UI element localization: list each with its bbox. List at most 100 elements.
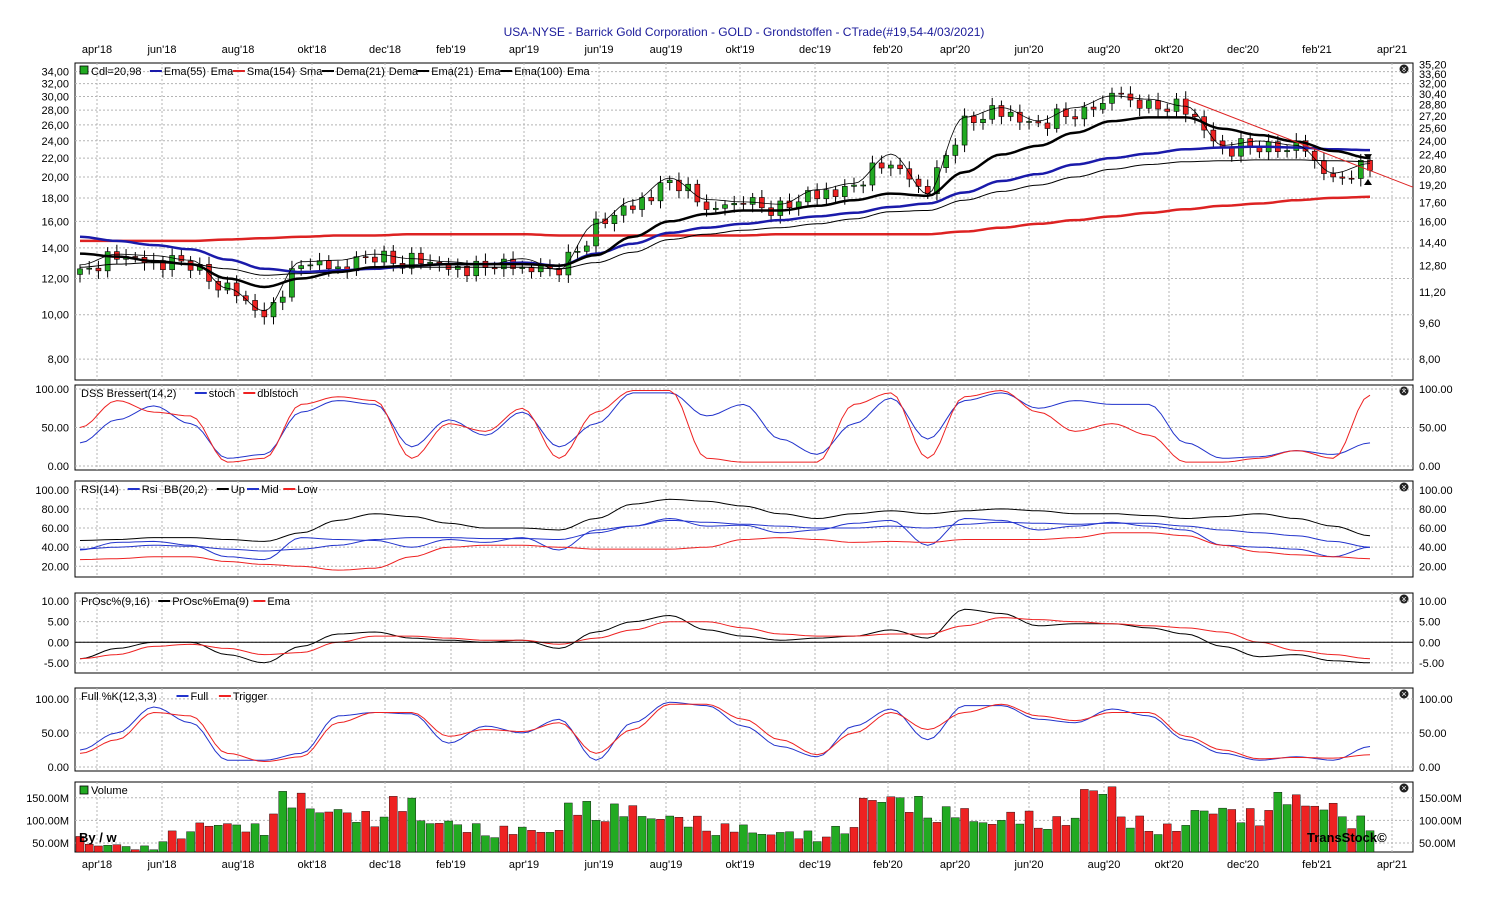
volume-bar [720,823,730,853]
candle [104,251,111,272]
candle [1053,108,1060,129]
panel-close-icon [1399,386,1409,396]
panel-close-icon [1399,689,1409,699]
volume-bar [508,834,518,853]
candle [77,268,83,275]
volume-bar [554,830,564,853]
panel-close-glyph: × [1401,386,1406,396]
candle [657,182,664,202]
volume-bar [1126,827,1135,853]
time-label-bottom: dec'20 [1227,859,1259,871]
time-label-bottom: okt'19 [725,859,754,871]
volume-bar [1236,822,1246,853]
volume-bar [729,831,739,853]
candle [1339,176,1346,179]
volume-bar [213,824,223,853]
tick-right: 0.00 [1419,461,1440,473]
candle [980,118,986,124]
tick-right: 40.00 [1419,542,1447,554]
candle [961,115,968,146]
price-tick-left: 24,00 [41,136,69,148]
tick-left: -5.00 [44,658,69,670]
candle [418,252,424,264]
volume-bar [951,817,960,853]
volume-bar [361,811,370,853]
candle [823,189,830,200]
price-tick-right: 33,60 [1419,69,1447,81]
volume-bar [75,836,85,853]
price-tick-left: 34,00 [41,67,69,79]
resistance-line [1185,98,1414,188]
volume-bar [803,830,813,853]
candle [362,256,369,258]
volume-bar [766,834,776,853]
volume-bar [1181,825,1190,853]
candle [1330,173,1336,178]
dema21-line [79,95,1371,312]
candle [694,183,701,203]
series-stoch-line [79,392,1371,459]
series-mid-line [79,519,1371,552]
candle [611,214,618,224]
volume-note: By / w [79,830,117,845]
volume-bar [112,844,122,853]
price-tick-left: 12,00 [41,274,69,286]
volume-bar [987,824,997,853]
time-label-bottom: okt'18 [297,859,326,871]
rsi-panel: × 100.00 100.00 80.00 80.00 60.00 60.00 40.00 40… [35,480,1453,578]
legend-item: Mid [261,484,279,496]
volume-bar [739,824,748,853]
volume-panel: × 150.00M 150.00M 100.00M 100.00M 50.00M 50.00… [26,781,1462,853]
volume-bar [352,822,361,853]
price-tick-left: 32,00 [41,79,69,91]
candle [279,296,286,303]
volume-bar [296,792,306,853]
volume-bar [131,849,140,853]
volume-bar [628,805,638,853]
candle [1081,106,1088,120]
legend-item: Trigger [233,691,268,703]
chart-title: USA-NYSE - Barrick Gold Corporation - GO… [504,25,985,39]
candle [1192,113,1198,117]
volume-bar [1107,786,1117,853]
volume-tick-left: 100.00M [26,815,69,827]
volume-bar [1024,810,1034,853]
volume-bar [619,816,628,853]
series-rsi-line [79,517,1371,561]
tick-left: 50.00 [41,423,69,435]
time-label-top: okt'20 [1154,44,1183,56]
time-label-top: dec'20 [1227,44,1259,56]
tick-left: 5.00 [48,617,69,629]
time-axis-top: apr'18 jun'18 aug'18 okt'18 dec'18 feb'19 apr'… [82,44,1407,56]
volume-bar [1034,827,1043,853]
tick-right: 100.00 [1419,384,1453,396]
volume-bar [674,817,684,853]
candle [298,265,304,269]
volume-bar [167,830,177,853]
down-triangle-marker [1364,154,1372,161]
volume-bar [785,831,794,853]
volume-bar [1135,815,1144,853]
tick-right: 100.00 [1419,485,1453,497]
volume-bar [1116,816,1126,853]
legend-item: Ema(55) [164,66,206,78]
volume-bar [1292,794,1301,853]
time-label-bottom: jun'18 [146,859,176,871]
panel-close-icon [1399,482,1409,492]
tick-right: 20.00 [1419,561,1447,573]
panel-close-icon [1399,594,1409,604]
proosc-panel-frame [74,592,1414,674]
candle [749,197,756,205]
candle [786,200,793,209]
legend-item: stoch [209,388,235,400]
volume-bar [1043,829,1052,853]
volume-bar [536,832,545,853]
legend-item: Low [297,484,317,496]
volume-bar [905,812,914,853]
candle [878,162,885,169]
candle [1357,160,1364,179]
tick-left: 0.00 [48,637,69,649]
time-label-bottom: aug'18 [222,859,255,871]
volume-bar [822,836,831,853]
time-label-bottom: feb'20 [873,859,903,871]
